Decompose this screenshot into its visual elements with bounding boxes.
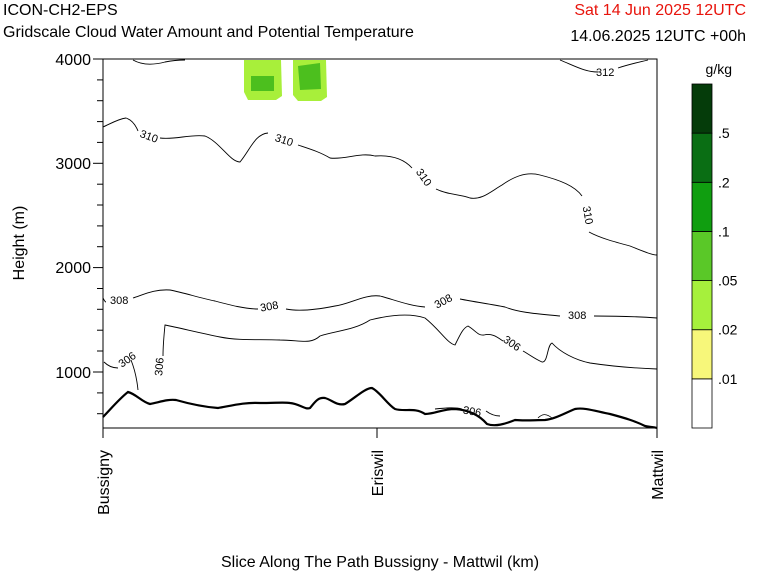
contour-label: 306 — [501, 334, 523, 354]
y-tick-label: 1000 — [55, 365, 91, 382]
y-tick-label: 2000 — [55, 260, 91, 277]
x-tick-label: Mattwil — [650, 450, 667, 500]
colorbar-label: .5 — [718, 125, 730, 141]
contour-label: 310 — [273, 132, 294, 149]
contour-label: 310 — [580, 205, 595, 225]
cloud-water-patches — [244, 60, 327, 101]
colorbar-swatch — [691, 378, 713, 429]
product-title: Gridscale Cloud Water Amount and Potenti… — [3, 24, 414, 41]
colorbar-swatch — [691, 132, 713, 183]
cloud-core-left — [251, 76, 274, 91]
colorbar-label: .05 — [718, 273, 738, 289]
valid-time: 14.06.2025 12UTC +00h — [570, 28, 746, 45]
contour-label: 306 — [153, 357, 167, 376]
contour-310 — [102, 117, 658, 256]
x-tick-labels: Bussigny Eriswil Mattwil — [96, 450, 667, 515]
contour-306-inner — [162, 314, 658, 370]
contour-label: 310 — [413, 167, 433, 189]
terrain-outline — [102, 386, 658, 430]
contour-312-top — [132, 59, 186, 65]
contour-label: 308 — [433, 292, 455, 311]
contour-308-upper — [102, 289, 658, 319]
contour-312 — [559, 59, 649, 73]
colorbar-swatch — [691, 83, 713, 134]
y-tick-label: 4000 — [55, 52, 91, 69]
plot-frame — [102, 58, 658, 429]
colorbar-swatch — [691, 231, 713, 281]
colorbar-swatch — [691, 329, 713, 380]
colorbar-unit: g/kg — [706, 61, 732, 77]
colorbar-swatch — [691, 181, 713, 232]
x-tick-label: Eriswil — [370, 450, 387, 496]
contour-label: 308 — [259, 300, 279, 315]
colorbar: .01 .02 .05 .1 .2 .5 — [691, 83, 738, 429]
run-date: Sat 14 Jun 2025 12UTC — [574, 2, 746, 19]
model-name: ICON-CH2-EPS — [3, 2, 118, 19]
contour-label: 312 — [596, 67, 614, 79]
colorbar-swatch — [691, 280, 713, 331]
contour-label-group: 312 310 310 310 310 308 308 308 308 306 … — [110, 67, 614, 420]
colorbar-label: .1 — [718, 223, 730, 239]
contour-label: 306 — [117, 350, 139, 370]
contour-label: 310 — [138, 128, 159, 146]
y-tick-labels: 4000 3000 2000 1000 — [55, 52, 91, 382]
colorbar-label: .02 — [718, 322, 738, 338]
x-axis-label: Slice Along The Path Bussigny - Mattwil … — [221, 554, 539, 571]
colorbar-label: .01 — [718, 371, 738, 387]
contour-label: 308 — [110, 295, 128, 307]
colorbar-label: .2 — [718, 174, 730, 190]
contour-306-left — [103, 359, 139, 391]
tick-marks — [93, 58, 658, 438]
x-tick-label: Bussigny — [96, 450, 113, 515]
cloud-core-right — [298, 63, 321, 90]
y-axis-label: Height (m) — [11, 206, 28, 281]
contour-label: 308 — [568, 310, 586, 322]
terrain-small-bump — [537, 414, 553, 419]
contour-lines — [102, 59, 658, 417]
y-tick-label: 3000 — [55, 156, 91, 173]
contour-label: 306 — [462, 405, 482, 420]
